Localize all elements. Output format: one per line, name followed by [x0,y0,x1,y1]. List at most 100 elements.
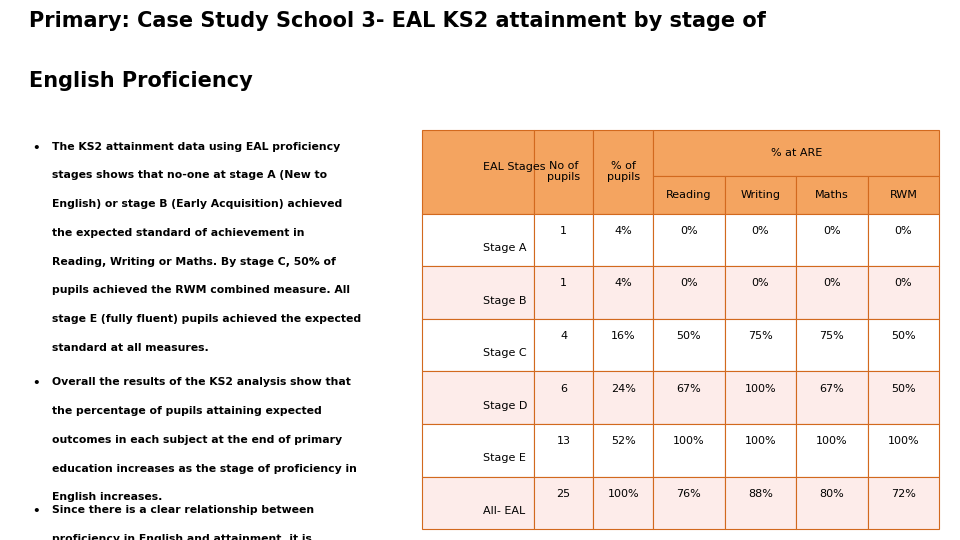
Text: stage E (fully fluent) pupils achieved the expected: stage E (fully fluent) pupils achieved t… [53,314,362,324]
Text: •: • [33,377,40,390]
Text: 67%: 67% [677,383,701,394]
Bar [422,130,534,213]
Text: Primary: Case Study School 3- EAL KS2 attainment by stage of: Primary: Case Study School 3- EAL KS2 at… [29,11,766,31]
Bar [796,213,868,266]
Bar [725,266,796,319]
Bar [725,477,796,529]
Bar [593,319,653,372]
Text: 25: 25 [557,489,571,499]
Text: English increases.: English increases. [53,492,163,502]
Bar [796,319,868,372]
Text: 100%: 100% [745,383,777,394]
Bar [593,372,653,424]
Text: 50%: 50% [891,383,916,394]
Text: 16%: 16% [611,331,636,341]
Text: education increases as the stage of proficiency in: education increases as the stage of prof… [53,464,357,474]
Text: 0%: 0% [680,279,698,288]
Text: proficiency in English and attainment, it is: proficiency in English and attainment, i… [53,534,312,540]
Bar [796,266,868,319]
Text: Since there is a clear relationship between: Since there is a clear relationship betw… [53,505,315,515]
Bar [422,266,534,319]
Text: English) or stage B (Early Acquisition) achieved: English) or stage B (Early Acquisition) … [53,199,343,209]
Bar [422,319,534,372]
Bar [796,424,868,477]
Text: The KS2 attainment data using EAL proficiency: The KS2 attainment data using EAL profic… [53,141,341,152]
Text: Writing: Writing [740,190,780,200]
Bar [534,266,593,319]
Text: 24%: 24% [611,383,636,394]
Bar [796,176,868,213]
Bar [422,424,534,477]
Text: pupils achieved the RWM combined measure. All: pupils achieved the RWM combined measure… [53,286,350,295]
Text: 100%: 100% [816,436,848,446]
Text: EAL Stages: EAL Stages [483,161,546,172]
Text: •: • [33,505,40,518]
Text: 4: 4 [560,331,567,341]
Text: Reading: Reading [666,190,711,200]
Bar [868,424,939,477]
Text: 4%: 4% [614,226,632,236]
Bar [725,319,796,372]
Bar [534,319,593,372]
Text: 67%: 67% [820,383,844,394]
Bar [725,176,796,213]
Bar [593,213,653,266]
Bar [868,477,939,529]
Text: 0%: 0% [823,226,841,236]
Bar [534,477,593,529]
Text: 0%: 0% [752,279,769,288]
Text: Reading, Writing or Maths. By stage C, 50% of: Reading, Writing or Maths. By stage C, 5… [53,256,336,267]
Text: standard at all measures.: standard at all measures. [53,343,209,353]
Text: No of
pupils: No of pupils [547,161,580,183]
Bar [653,130,939,176]
Text: 1: 1 [561,279,567,288]
Bar [534,424,593,477]
Text: English Proficiency: English Proficiency [29,71,252,91]
Text: 80%: 80% [820,489,844,499]
Text: Overall the results of the KS2 analysis show that: Overall the results of the KS2 analysis … [53,377,351,387]
Bar [725,372,796,424]
Bar [653,372,725,424]
Text: Stage E: Stage E [483,454,526,463]
Bar [868,372,939,424]
Text: outcomes in each subject at the end of primary: outcomes in each subject at the end of p… [53,435,343,445]
Bar [593,130,653,213]
Bar [593,424,653,477]
Bar [534,372,593,424]
Text: 76%: 76% [677,489,701,499]
Text: 100%: 100% [608,489,639,499]
Bar [725,424,796,477]
Text: stages shows that no-one at stage A (New to: stages shows that no-one at stage A (New… [53,170,327,180]
Text: 72%: 72% [891,489,916,499]
Text: the expected standard of achievement in: the expected standard of achievement in [53,228,305,238]
Bar [422,477,534,529]
Text: •: • [33,141,40,154]
Bar [593,266,653,319]
Bar [534,130,593,213]
Text: 100%: 100% [745,436,777,446]
Text: 0%: 0% [752,226,769,236]
Bar [796,477,868,529]
Text: 6: 6 [561,383,567,394]
Bar [868,266,939,319]
Bar [868,176,939,213]
Text: 4%: 4% [614,279,632,288]
Bar [534,213,593,266]
Text: 75%: 75% [820,331,844,341]
Text: 88%: 88% [748,489,773,499]
Text: RWM: RWM [890,190,918,200]
Text: Maths: Maths [815,190,849,200]
Bar [868,213,939,266]
Text: 0%: 0% [823,279,841,288]
Text: 0%: 0% [895,226,912,236]
Text: Stage A: Stage A [483,243,527,253]
Bar [653,213,725,266]
Bar [725,213,796,266]
Text: 50%: 50% [677,331,701,341]
Text: 0%: 0% [680,226,698,236]
Text: 1: 1 [561,226,567,236]
Text: Stage C: Stage C [483,348,527,358]
Text: 100%: 100% [888,436,920,446]
Bar [593,477,653,529]
Bar [653,319,725,372]
